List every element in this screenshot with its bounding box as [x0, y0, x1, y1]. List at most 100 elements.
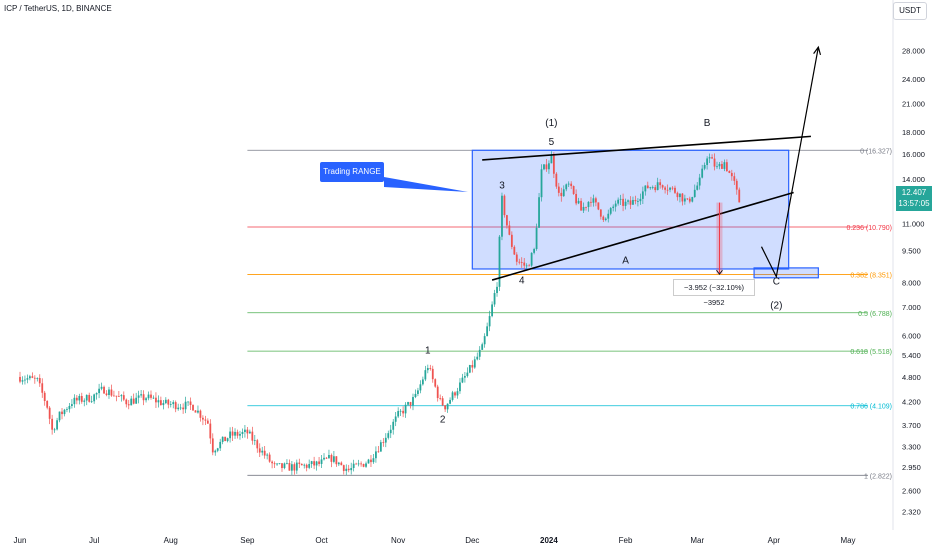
candle-body [538, 197, 540, 228]
time-tick-label: Aug [164, 536, 178, 545]
candle-body [167, 399, 170, 405]
candle-body [135, 397, 138, 404]
time-axis[interactable]: Jun Jul Aug Sep Oct Nov Dec 2024 Feb Mar Apr May [14, 536, 856, 545]
candle-body [402, 410, 405, 414]
candle-body [340, 462, 343, 466]
price-tick-label: 2.950 [902, 463, 921, 472]
candle-body [122, 395, 125, 400]
candle-body [592, 198, 595, 203]
candle-body [26, 378, 29, 380]
trendline [491, 191, 794, 281]
time-tick-label: 2024 [540, 536, 558, 545]
time-tick-label: Apr [768, 536, 781, 545]
candle-body [545, 164, 548, 170]
candle-body [80, 396, 83, 402]
time-tick-label: Feb [619, 536, 633, 545]
candle-body [335, 456, 338, 465]
candle-body [446, 403, 449, 410]
drawing-lines[interactable] [482, 45, 822, 281]
candle-body [426, 368, 429, 371]
candle-body [637, 201, 639, 202]
candle-body [570, 183, 573, 187]
candle-body [110, 389, 113, 396]
candle-body [169, 404, 172, 405]
candle-body [140, 394, 143, 396]
price-tick-label: 7.000 [902, 303, 921, 312]
candle-body [177, 407, 180, 410]
candle-body [152, 397, 155, 399]
time-tick-label: Sep [240, 536, 255, 545]
candle-body [206, 420, 209, 424]
candle-body [21, 380, 24, 382]
candle-body [263, 450, 266, 456]
candle-body [83, 400, 86, 402]
candle-body [491, 304, 493, 317]
candle-body [716, 166, 718, 168]
candle-body [721, 163, 723, 169]
candle-body [614, 203, 617, 207]
candle-body [503, 195, 506, 216]
candle-body [723, 162, 726, 169]
candle-body [399, 410, 402, 412]
candle-body [310, 461, 313, 465]
candle-body [528, 265, 531, 267]
candle-body [671, 187, 674, 189]
candle-body [530, 252, 533, 266]
candle-body [46, 400, 49, 408]
candle-body [202, 417, 204, 420]
candle-body [461, 377, 464, 383]
currency-button[interactable]: USDT [893, 2, 927, 20]
candle-body [649, 187, 652, 189]
wave-label: 1 [425, 345, 431, 356]
trading-range-label[interactable]: Trading RANGE [320, 162, 384, 182]
candle-body [276, 463, 278, 465]
candle-body [590, 201, 592, 203]
candle-body [738, 189, 741, 203]
candle-body [157, 400, 160, 403]
candle-body [38, 378, 41, 384]
candle-body [730, 172, 733, 177]
price-tick-label: 4.200 [902, 398, 921, 407]
candle-body [552, 155, 555, 174]
candle-body [172, 402, 175, 405]
candle-body [624, 201, 627, 206]
candle-body [197, 410, 199, 413]
candle-body [145, 398, 147, 401]
candle-body [298, 462, 301, 464]
candle-body [481, 344, 484, 350]
price-tick-label: 4.800 [902, 373, 921, 382]
candle-body [468, 365, 471, 373]
price-tick-label: 16.000 [902, 150, 925, 159]
candle-body [587, 201, 590, 208]
candle-body [88, 394, 91, 402]
candle-body [483, 336, 486, 345]
candle-body [78, 396, 81, 401]
candle-body [164, 399, 167, 404]
price-axis[interactable]: 28.00024.00021.00018.00016.00014.00012.0… [902, 46, 925, 516]
candle-body [288, 462, 291, 471]
candle-body [248, 431, 251, 434]
candle-body [216, 448, 219, 451]
wave-label: 5 [549, 137, 555, 148]
candle-body [286, 462, 288, 464]
wave-label: A [622, 256, 629, 267]
candle-body [174, 402, 177, 410]
candle-body [683, 198, 686, 202]
candle-body [424, 370, 427, 380]
range-label-pointer [384, 177, 468, 192]
candle-body [414, 393, 417, 398]
candle-body [518, 261, 521, 263]
candle-body [367, 459, 370, 464]
candle-body [599, 209, 602, 217]
candle-body [226, 438, 229, 442]
candle-body [48, 407, 51, 419]
candle-body [394, 416, 397, 422]
candle-body [644, 185, 647, 192]
candle-body [261, 450, 264, 453]
candle-body [575, 193, 578, 204]
candle-body [352, 463, 355, 469]
wave-label: 3 [499, 180, 505, 191]
price-tick-label: 6.000 [902, 332, 921, 341]
candle-body [661, 185, 664, 188]
